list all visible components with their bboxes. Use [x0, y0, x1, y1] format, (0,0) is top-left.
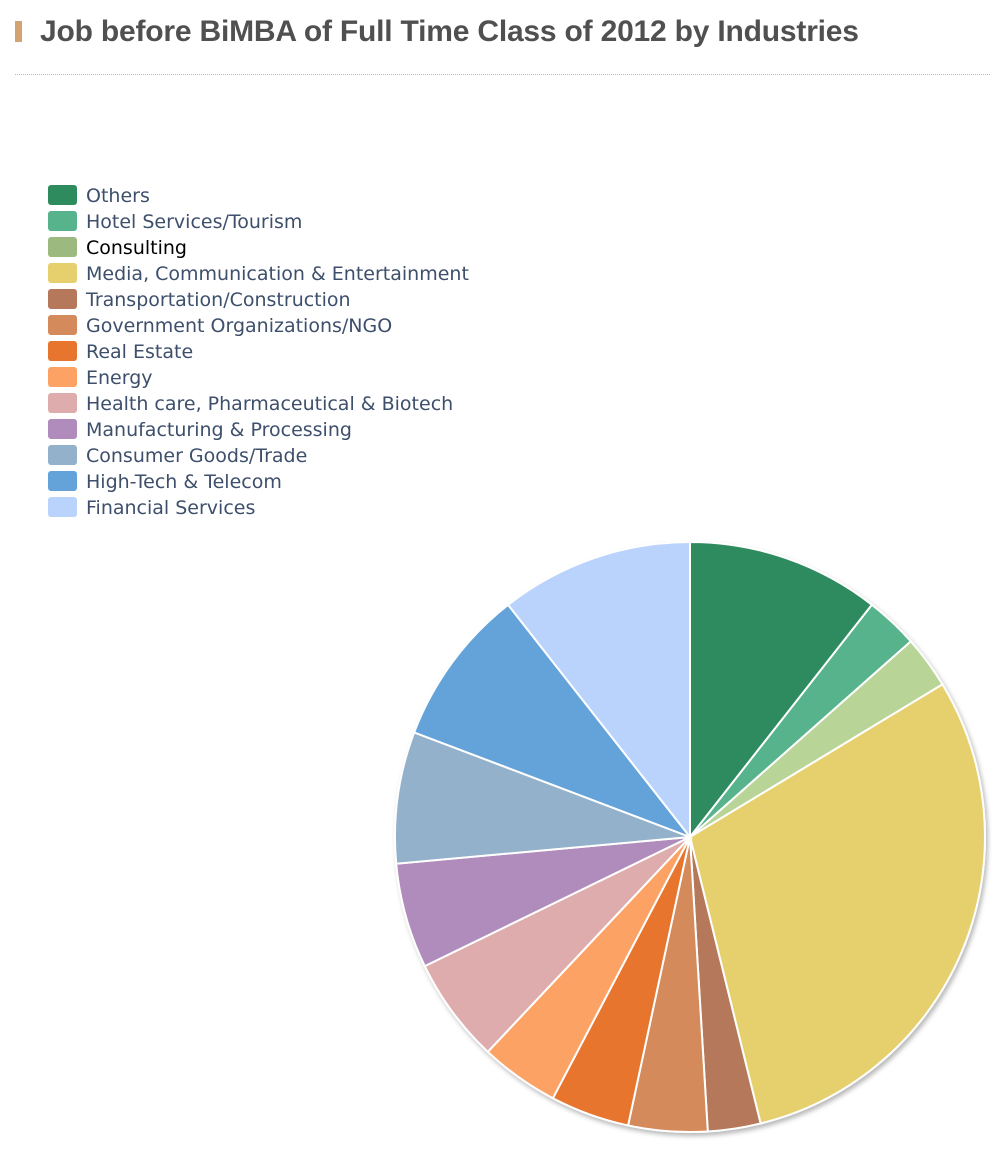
legend-swatch	[48, 341, 77, 361]
legend-item-transportation-construction[interactable]: Transportation/Construction	[48, 287, 568, 313]
legend-label: Hotel Services/Tourism	[86, 211, 303, 233]
page-title: Job before BiMBA of Full Time Class of 2…	[40, 15, 859, 48]
legend-item-real-estate[interactable]: Real Estate	[48, 339, 568, 365]
page-header: Job before BiMBA of Full Time Class of 2…	[15, 14, 990, 75]
legend-label: Financial Services	[86, 497, 256, 519]
pie-slice-consumer-goods-trade[interactable]	[393, 731, 691, 865]
legend-swatch	[48, 185, 77, 205]
title-marker	[15, 21, 22, 42]
pie-slices	[393, 540, 986, 1133]
legend-label: Government Organizations/NGO	[86, 315, 393, 337]
legend-item-high-tech-and-telecom[interactable]: High-Tech & Telecom	[48, 469, 568, 495]
pie-slice-media-communication-and-entertainment[interactable]	[688, 683, 986, 1125]
pie-slice-others[interactable]	[689, 540, 874, 840]
legend-item-consumer-goods-trade[interactable]: Consumer Goods/Trade	[48, 443, 568, 469]
legend-swatch	[48, 471, 77, 491]
legend-swatch	[48, 237, 77, 257]
legend-item-manufacturing-and-processing[interactable]: Manufacturing & Processing	[48, 417, 568, 443]
legend-label: Transportation/Construction	[86, 289, 351, 311]
legend-label: Others	[86, 185, 150, 207]
legend-label: Consumer Goods/Trade	[86, 445, 308, 467]
legend-item-energy[interactable]: Energy	[48, 365, 568, 391]
legend-swatch	[48, 419, 77, 439]
legend-label: Real Estate	[86, 341, 194, 363]
pie-slice-high-tech-and-telecom[interactable]	[412, 603, 693, 840]
legend-label: Health care, Pharmaceutical & Biotech	[86, 393, 454, 415]
legend-label: Media, Communication & Entertainment	[86, 263, 469, 285]
legend-label: Manufacturing & Processing	[86, 419, 352, 441]
legend-label: High-Tech & Telecom	[86, 471, 282, 493]
legend-item-consulting[interactable]: Consulting	[48, 235, 568, 261]
pie-chart	[393, 540, 986, 1133]
legend-swatch	[48, 289, 77, 309]
legend-item-media-communication-and-entertainment[interactable]: Media, Communication & Entertainment	[48, 261, 568, 287]
legend-item-others[interactable]: Others	[48, 183, 568, 209]
legend-swatch	[48, 315, 77, 335]
legend-item-hotel-services-tourism[interactable]: Hotel Services/Tourism	[48, 209, 568, 235]
legend-label: Energy	[86, 367, 153, 389]
legend-swatch	[48, 497, 77, 517]
legend-item-financial-services[interactable]: Financial Services	[48, 495, 568, 521]
chart-legend: Others Hotel Services/Tourism Consulting Me…	[48, 183, 568, 521]
legend-item-health-care-pharmaceutical-and-biotech[interactable]: Health care, Pharmaceutical & Biotech	[48, 391, 568, 417]
legend-label: Consulting	[86, 237, 187, 259]
legend-swatch	[48, 393, 77, 413]
legend-swatch	[48, 445, 77, 465]
legend-swatch	[48, 211, 77, 231]
pie-slice-financial-services[interactable]	[506, 540, 691, 840]
legend-swatch	[48, 263, 77, 283]
legend-swatch	[48, 367, 77, 387]
legend-item-government-organizations-ngo[interactable]: Government Organizations/NGO	[48, 313, 568, 339]
